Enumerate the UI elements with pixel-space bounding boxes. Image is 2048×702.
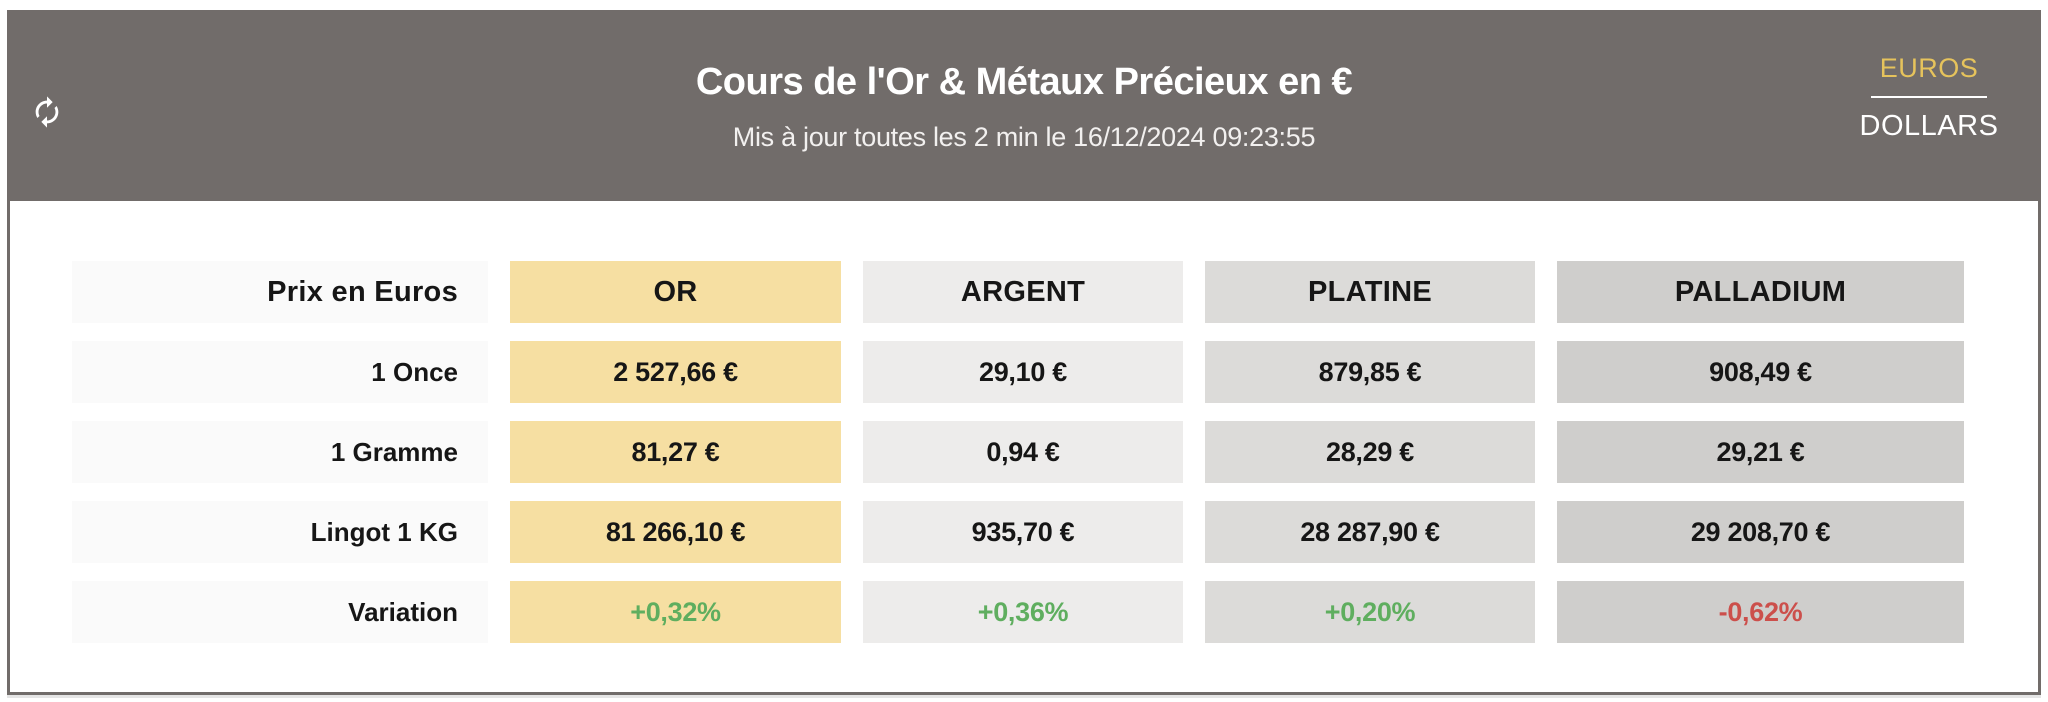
value-gramme-or: 81,27 € bbox=[510, 421, 841, 483]
value-once-or: 2 527,66 € bbox=[510, 341, 841, 403]
refresh-sync-icon bbox=[30, 95, 64, 129]
column-header-palladium: PALLADIUM bbox=[1557, 261, 1964, 323]
currency-option-dollars[interactable]: DOLLARS bbox=[1859, 110, 1999, 142]
value-once-argent: 29,10 € bbox=[863, 341, 1183, 403]
value-lingot-argent: 935,70 € bbox=[863, 501, 1183, 563]
currency-toggle-divider bbox=[1871, 96, 1987, 98]
column-header-platine: PLATINE bbox=[1205, 261, 1535, 323]
gold-prices-widget: Cours de l'Or & Métaux Précieux en € Mis… bbox=[7, 10, 2041, 695]
value-variation-platine: +0,20% bbox=[1205, 581, 1535, 643]
row-label-once: 1 Once bbox=[72, 341, 488, 403]
value-gramme-argent: 0,94 € bbox=[863, 421, 1183, 483]
value-variation-or: +0,32% bbox=[510, 581, 841, 643]
value-gramme-platine: 28,29 € bbox=[1205, 421, 1535, 483]
row-label-gramme: 1 Gramme bbox=[72, 421, 488, 483]
column-header-argent: ARGENT bbox=[863, 261, 1183, 323]
value-once-palladium: 908,49 € bbox=[1557, 341, 1964, 403]
value-lingot-palladium: 29 208,70 € bbox=[1557, 501, 1964, 563]
last-updated-text: Mis à jour toutes les 2 min le 16/12/202… bbox=[732, 122, 1316, 152]
page-title: Cours de l'Or & Métaux Précieux en € bbox=[695, 61, 1353, 103]
value-variation-argent: +0,36% bbox=[863, 581, 1183, 643]
row-label-lingot: Lingot 1 KG bbox=[72, 501, 488, 563]
value-lingot-platine: 28 287,90 € bbox=[1205, 501, 1535, 563]
value-once-platine: 879,85 € bbox=[1205, 341, 1535, 403]
refresh-button[interactable] bbox=[30, 95, 64, 129]
price-table: Prix en Euros OR ARGENT PLATINE PALLADIUM 1 O… bbox=[10, 201, 2038, 643]
value-gramme-palladium: 29,21 € bbox=[1557, 421, 1964, 483]
value-variation-palladium: -0,62% bbox=[1557, 581, 1964, 643]
currency-toggle: EUROS DOLLARS bbox=[1854, 53, 2004, 143]
value-lingot-or: 81 266,10 € bbox=[510, 501, 841, 563]
column-header-or: OR bbox=[510, 261, 841, 323]
row-label-variation: Variation bbox=[72, 581, 488, 643]
corner-header-label: Prix en Euros bbox=[72, 261, 488, 323]
widget-header: Cours de l'Or & Métaux Précieux en € Mis… bbox=[10, 13, 2038, 201]
currency-option-euros[interactable]: EUROS bbox=[1879, 53, 1979, 83]
